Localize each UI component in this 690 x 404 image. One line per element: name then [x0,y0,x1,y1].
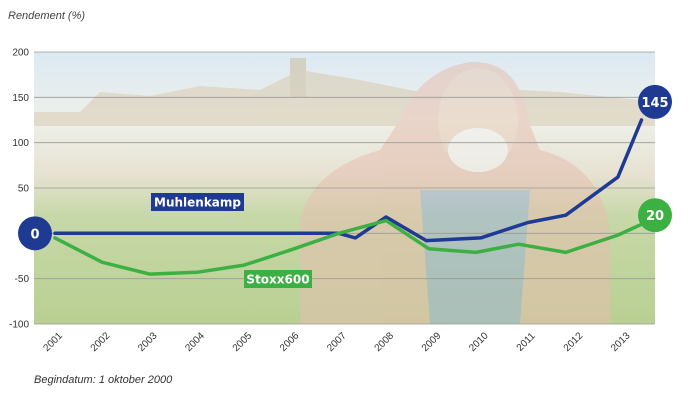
gridlines [34,51,655,325]
x-tick-label: 2003 [136,330,160,354]
muhlenkamp-legend-label: Muhlenkamp [154,196,241,210]
stoxx600-label-box [244,270,312,288]
stoxx600-end-value: 20 [646,209,664,224]
x-tick-label: 2011 [515,330,538,353]
x-tick-label: 2005 [231,330,255,354]
muhlenkamp-start-value: 0 [30,227,39,242]
stoxx600-legend-label: Stoxx600 [246,273,309,287]
x-tick-label: 2006 [278,330,302,354]
muhlenkamp-label-box [151,193,244,211]
y-tick-label: -100 [9,320,29,331]
muhlenkamp-end-value: 145 [641,96,668,111]
x-tick-label: 2004 [183,330,207,354]
farmer-beard [448,128,508,172]
x-tick-label: 2013 [609,330,633,354]
y-tick-label: 50 [18,184,30,195]
x-tick-label: 2001 [41,330,65,354]
y-axis-label: Rendement (%) [8,10,86,22]
x-tick-label: 2002 [89,330,113,354]
x-tick-label: 2008 [373,330,397,354]
series-labels: 0 145 20 Muhlenkamp Stoxx600 [18,84,672,288]
series-line-stoxx600 [53,218,644,276]
y-tick-label: 100 [12,138,29,149]
stoxx600-end-badge [638,198,672,233]
x-tick-label: 2012 [562,330,586,354]
x-tick-label: 2010 [467,330,491,354]
series-lines [53,118,644,276]
muhlenkamp-start-badge [18,216,52,251]
church-tower [290,58,306,98]
y-tick-label: 200 [12,48,29,59]
y-tick-labels: 200150100500-50-100 [9,48,29,331]
x-tick-label: 2007 [325,330,349,354]
x-tick-labels: 2001 2002 2003 2004 2005 2006 2007 2008 2009 2010… [41,330,632,354]
muhlenkamp-end-badge [638,84,672,119]
series-line-muhlenkamp [53,118,644,243]
start-date-note: Begindatum: 1 oktober 2000 [34,374,173,386]
farmer-illustration [34,58,655,324]
x-tick-label: 2009 [420,330,444,354]
farmer-overalls [420,190,530,324]
y-tick-label: -50 [15,274,30,285]
y-tick-label: 150 [12,93,29,104]
